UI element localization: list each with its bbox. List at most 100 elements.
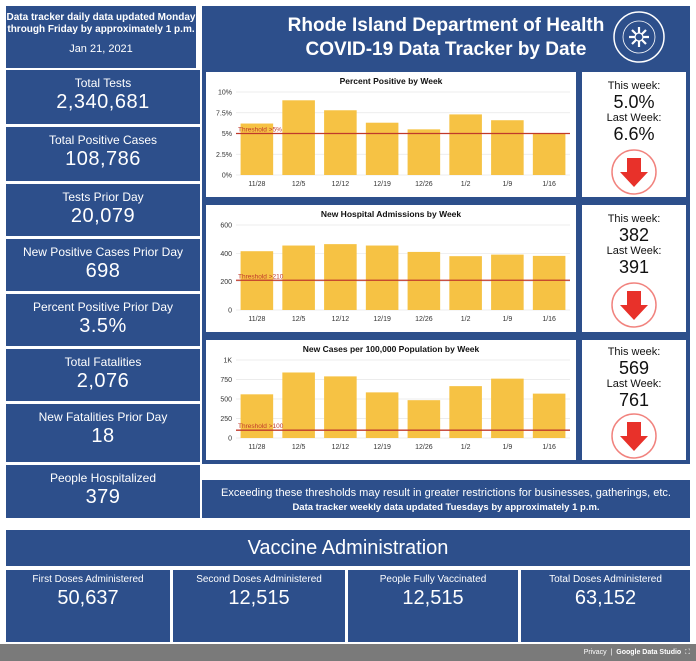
stat-value: 698 <box>85 260 121 282</box>
x-tick-label: 12/12 <box>332 181 350 188</box>
vaccine-value: 12,515 <box>402 587 464 609</box>
this-week-value: 382 <box>618 225 650 245</box>
stat-value: 108,786 <box>65 148 141 170</box>
threshold-note-line-1: Exceeding these thresholds may result in… <box>220 487 671 499</box>
update-note-text: Data tracker daily data updated Monday t… <box>6 12 196 35</box>
x-tick-label: 11/28 <box>248 181 265 188</box>
update-note: Data tracker daily data updated Monday t… <box>6 6 196 68</box>
stat-label: Total Positive Cases <box>48 133 158 147</box>
bar[interactable] <box>282 245 315 310</box>
bar[interactable] <box>449 256 482 310</box>
stat-value: 379 <box>85 486 121 508</box>
bar[interactable] <box>365 122 399 175</box>
y-tick-label: 0 <box>228 436 232 443</box>
this-week-label: This week: <box>607 213 661 225</box>
vaccine-fully-vaccinated: People Fully Vaccinated 12,515 <box>348 570 518 642</box>
bar[interactable] <box>324 376 357 438</box>
vaccine-second-doses: Second Doses Administered 12,515 <box>173 570 345 642</box>
chart-title: New Hospital Admissions by Week <box>321 209 462 219</box>
last-week-label: Last Week: <box>606 378 662 390</box>
last-week-label: Last Week: <box>606 245 662 257</box>
threshold-label: Threshold >210 <box>238 273 284 280</box>
bar[interactable] <box>407 400 441 438</box>
y-tick-label: 2.5% <box>216 152 232 159</box>
this-week-label: This week: <box>607 346 661 358</box>
stat-new-positive-prior-day: New Positive Cases Prior Day 698 <box>6 239 200 291</box>
bar[interactable] <box>324 244 357 310</box>
bar[interactable] <box>491 120 524 175</box>
bar[interactable] <box>491 378 524 438</box>
stat-value: 2,076 <box>76 370 130 392</box>
stat-label: Total Fatalities <box>64 355 142 369</box>
x-tick-label: 12/19 <box>373 316 391 323</box>
bar[interactable] <box>491 254 524 310</box>
bar[interactable] <box>407 251 441 310</box>
down-arrow-icon <box>611 149 657 195</box>
bar[interactable] <box>324 110 357 175</box>
this-week-value: 5.0% <box>613 92 655 112</box>
health-seal-logo <box>612 10 666 64</box>
last-week-value: 761 <box>618 390 650 410</box>
chart-percent-positive: Percent Positive by Week 0% 2.5% 5% 7.5% 10% 1… <box>202 68 580 201</box>
vaccine-label: First Doses Administered <box>32 574 144 585</box>
x-tick-label: 1/9 <box>503 316 513 323</box>
x-tick-label: 11/28 <box>248 316 265 323</box>
page-title: Rhode Island Department of Health COVID-… <box>202 6 690 68</box>
bar[interactable] <box>282 372 315 438</box>
bar[interactable] <box>365 245 399 310</box>
vaccine-section-title: Vaccine Administration <box>6 530 690 566</box>
chart-new-cases-svg: New Cases per 100,000 Population by Week… <box>220 344 570 451</box>
bar[interactable] <box>449 386 482 438</box>
down-arrow-icon <box>611 413 657 459</box>
last-week-value: 391 <box>618 257 650 277</box>
vaccine-first-doses: First Doses Administered 50,637 <box>6 570 170 642</box>
side-panel-percent-positive: This week: 5.0% Last Week: 6.6% <box>580 68 690 201</box>
chart-hospital-admissions: New Hospital Admissions by Week 0 200 400 60… <box>202 201 580 336</box>
x-tick-label: 12/5 <box>292 444 306 451</box>
threshold-label: Threshold >5% <box>238 127 282 134</box>
x-tick-label: 11/28 <box>248 444 265 451</box>
y-tick-label: 7.5% <box>216 110 232 117</box>
x-tick-label: 12/5 <box>292 181 306 188</box>
threshold-note: Exceeding these thresholds may result in… <box>202 480 690 518</box>
stat-value: 2,340,681 <box>56 91 150 113</box>
bar[interactable] <box>407 129 441 175</box>
bar[interactable] <box>240 123 274 175</box>
y-tick-label: 600 <box>220 223 232 230</box>
vaccine-value: 50,637 <box>57 587 119 609</box>
stat-label: Tests Prior Day <box>62 190 144 204</box>
threshold-note-line-2: Data tracker weekly data updated Tuesday… <box>292 502 600 513</box>
stat-total-tests: Total Tests 2,340,681 <box>6 70 200 124</box>
this-week-value: 569 <box>618 358 650 378</box>
stat-label: Total Tests <box>74 76 132 90</box>
bar[interactable] <box>532 133 566 176</box>
stat-label: New Fatalities Prior Day <box>38 410 168 424</box>
stat-percent-positive-prior-day: Percent Positive Prior Day 3.5% <box>6 294 200 346</box>
y-tick-label: 250 <box>220 416 232 423</box>
y-tick-label: 500 <box>220 397 232 404</box>
x-tick-label: 12/19 <box>373 181 391 188</box>
x-tick-label: 1/16 <box>542 444 556 451</box>
chart-percent-positive-svg: Percent Positive by Week 0% 2.5% 5% 7.5% 10% 1… <box>216 76 570 188</box>
privacy-link[interactable]: Privacy <box>583 649 607 656</box>
y-tick-label: 400 <box>220 251 232 258</box>
bar[interactable] <box>365 392 399 438</box>
bar[interactable] <box>282 100 315 175</box>
y-tick-label: 0 <box>228 308 232 315</box>
bar[interactable] <box>532 255 566 310</box>
vaccine-label: People Fully Vaccinated <box>379 574 487 585</box>
vaccine-value: 12,515 <box>228 587 290 609</box>
title-line-1: Rhode Island Department of Health <box>287 15 605 36</box>
stat-total-positive-cases: Total Positive Cases 108,786 <box>6 127 200 181</box>
bar[interactable] <box>240 394 274 438</box>
stat-value: 3.5% <box>79 315 127 337</box>
chart-hospital-admissions-svg: New Hospital Admissions by Week 0 200 400 60… <box>220 209 570 323</box>
bar[interactable] <box>449 114 482 175</box>
bar[interactable] <box>532 393 566 438</box>
stat-label: New Positive Cases Prior Day <box>22 245 184 259</box>
fullscreen-icon[interactable]: ⛶ <box>685 649 690 656</box>
data-studio-brand[interactable]: Google Data Studio <box>616 649 682 656</box>
x-tick-label: 12/12 <box>332 316 350 323</box>
report-footer-bar: Privacy | Google Data Studio ⛶ <box>0 644 696 661</box>
chart-title: Percent Positive by Week <box>340 76 443 86</box>
